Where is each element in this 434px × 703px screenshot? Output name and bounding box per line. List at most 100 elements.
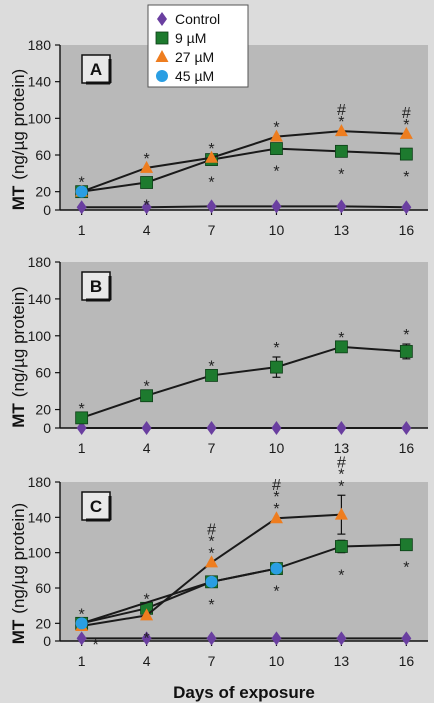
series-control-line [81, 205, 407, 209]
series-9m-line [81, 345, 407, 419]
panel-b: 0 20 60 100 140 180 1 4 7 10 13 16 MT (ng/µg protein)… [9, 254, 428, 456]
panel-letter: C [90, 497, 102, 516]
series-45m-point [75, 185, 88, 198]
significance-mark: * [403, 117, 409, 134]
series-45m-point [75, 617, 88, 630]
series-9m-point [140, 176, 153, 189]
series-27m-point [269, 129, 283, 142]
significance-mark: * [273, 164, 279, 181]
significance-mark: * [143, 630, 149, 647]
series-27m-point [205, 150, 219, 163]
legend-label: 27 µM [175, 49, 214, 65]
x-axis-title: Days of exposure [173, 683, 315, 702]
x-tick-label: 13 [334, 222, 350, 238]
significance-mark: * [338, 114, 344, 131]
x-tick-label: 1 [78, 653, 86, 669]
series-control-point [76, 421, 87, 435]
y-axis-label-bold: MT [9, 619, 28, 644]
y-tick-label: 180 [28, 254, 52, 270]
x-tick-label: 16 [399, 440, 415, 456]
series-control-point [141, 200, 152, 215]
significance-mark: * [273, 489, 279, 506]
x-tick-label: 16 [399, 653, 415, 669]
legend-marker [156, 70, 168, 82]
significance-mark: * [338, 478, 344, 495]
y-tick-label: 0 [43, 202, 51, 218]
x-tick-label: 7 [208, 222, 216, 238]
significance-mark: * [403, 169, 409, 186]
x-tick-label: 4 [143, 222, 151, 238]
series-27m-point [399, 126, 413, 139]
legend-marker [157, 12, 167, 26]
series-9m-point [75, 411, 89, 425]
series-45m-point [270, 562, 283, 575]
x-tick-label: 4 [143, 440, 151, 456]
x-tick-label: 1 [78, 440, 86, 456]
significance-mark: # [337, 454, 346, 471]
y-axis-label: MT (ng/µg protein) [9, 286, 28, 427]
series-control-point [206, 421, 217, 435]
series-27m-point [269, 511, 283, 524]
y-tick-label: 20 [35, 402, 51, 418]
series-27m-point [334, 124, 348, 137]
y-tick-label: 0 [43, 420, 51, 436]
significance-mark: * [143, 151, 149, 168]
x-tick-label: 16 [399, 222, 415, 238]
y-tick-label: 180 [28, 474, 52, 490]
series-control-point [271, 631, 282, 646]
series-9m-point [335, 144, 348, 158]
x-tick-label: 10 [269, 222, 285, 238]
panel-c: 0 20 60 100 140 180 1 4 7 10 13 16 MT (ng/µg protein)… [9, 454, 428, 669]
y-tick-label: 60 [35, 147, 51, 163]
significance-mark: * [143, 591, 149, 608]
y-tick-label: 20 [35, 184, 51, 200]
series-control-point [401, 421, 412, 435]
y-tick-label: 60 [35, 580, 51, 596]
y-tick-label: 140 [28, 509, 52, 525]
significance-mark: * [143, 198, 149, 215]
significance-mark: * [208, 533, 214, 550]
series-9m-point [399, 538, 413, 552]
significance-mark: * [338, 466, 344, 483]
x-tick-label: 7 [208, 653, 216, 669]
significance-mark: * [338, 166, 344, 183]
series-9m-point [399, 345, 413, 358]
significance-mark: * [273, 340, 279, 357]
series-control-point [401, 200, 412, 215]
x-tick-label: 4 [143, 653, 151, 669]
significance-mark: * [208, 141, 214, 158]
significance-mark: * [79, 175, 85, 192]
significance-mark: * [403, 560, 409, 577]
y-tick-label: 20 [35, 615, 51, 631]
significance-mark: # [272, 477, 281, 494]
significance-mark: * [338, 568, 344, 585]
significance-mark: * [208, 358, 214, 375]
y-axis-label-units: (ng/µg protein) [9, 69, 28, 180]
significance-mark: * [273, 120, 279, 137]
series-9m-point [270, 142, 283, 155]
series-45m-point [205, 575, 218, 588]
series-9m-point [205, 369, 218, 382]
series-control-point [336, 421, 347, 435]
series-control-point [271, 421, 282, 435]
series-27m-point [334, 507, 348, 520]
y-axis-label: MT (ng/µg protein) [9, 503, 28, 644]
y-tick-label: 100 [28, 545, 52, 561]
series-control-point [336, 199, 347, 214]
series-27m-point [205, 555, 219, 568]
legend: Control 9 µM 27 µM 45 µM [147, 4, 249, 88]
series-control-point [76, 200, 87, 215]
y-axis-label-bold: MT [9, 403, 28, 428]
y-tick-label: 100 [28, 110, 52, 126]
y-axis-label: MT (ng/µg protein) [9, 69, 28, 210]
significance-mark: # [207, 521, 216, 538]
y-tick-label: 140 [28, 74, 52, 90]
significance-mark: # [337, 102, 346, 119]
significance-mark: * [273, 501, 279, 518]
series-9m-point [335, 340, 348, 354]
x-tick-label: 13 [334, 653, 350, 669]
significance-mark: * [143, 379, 149, 396]
legend-marker [155, 50, 169, 62]
series-9m-point [335, 540, 348, 553]
